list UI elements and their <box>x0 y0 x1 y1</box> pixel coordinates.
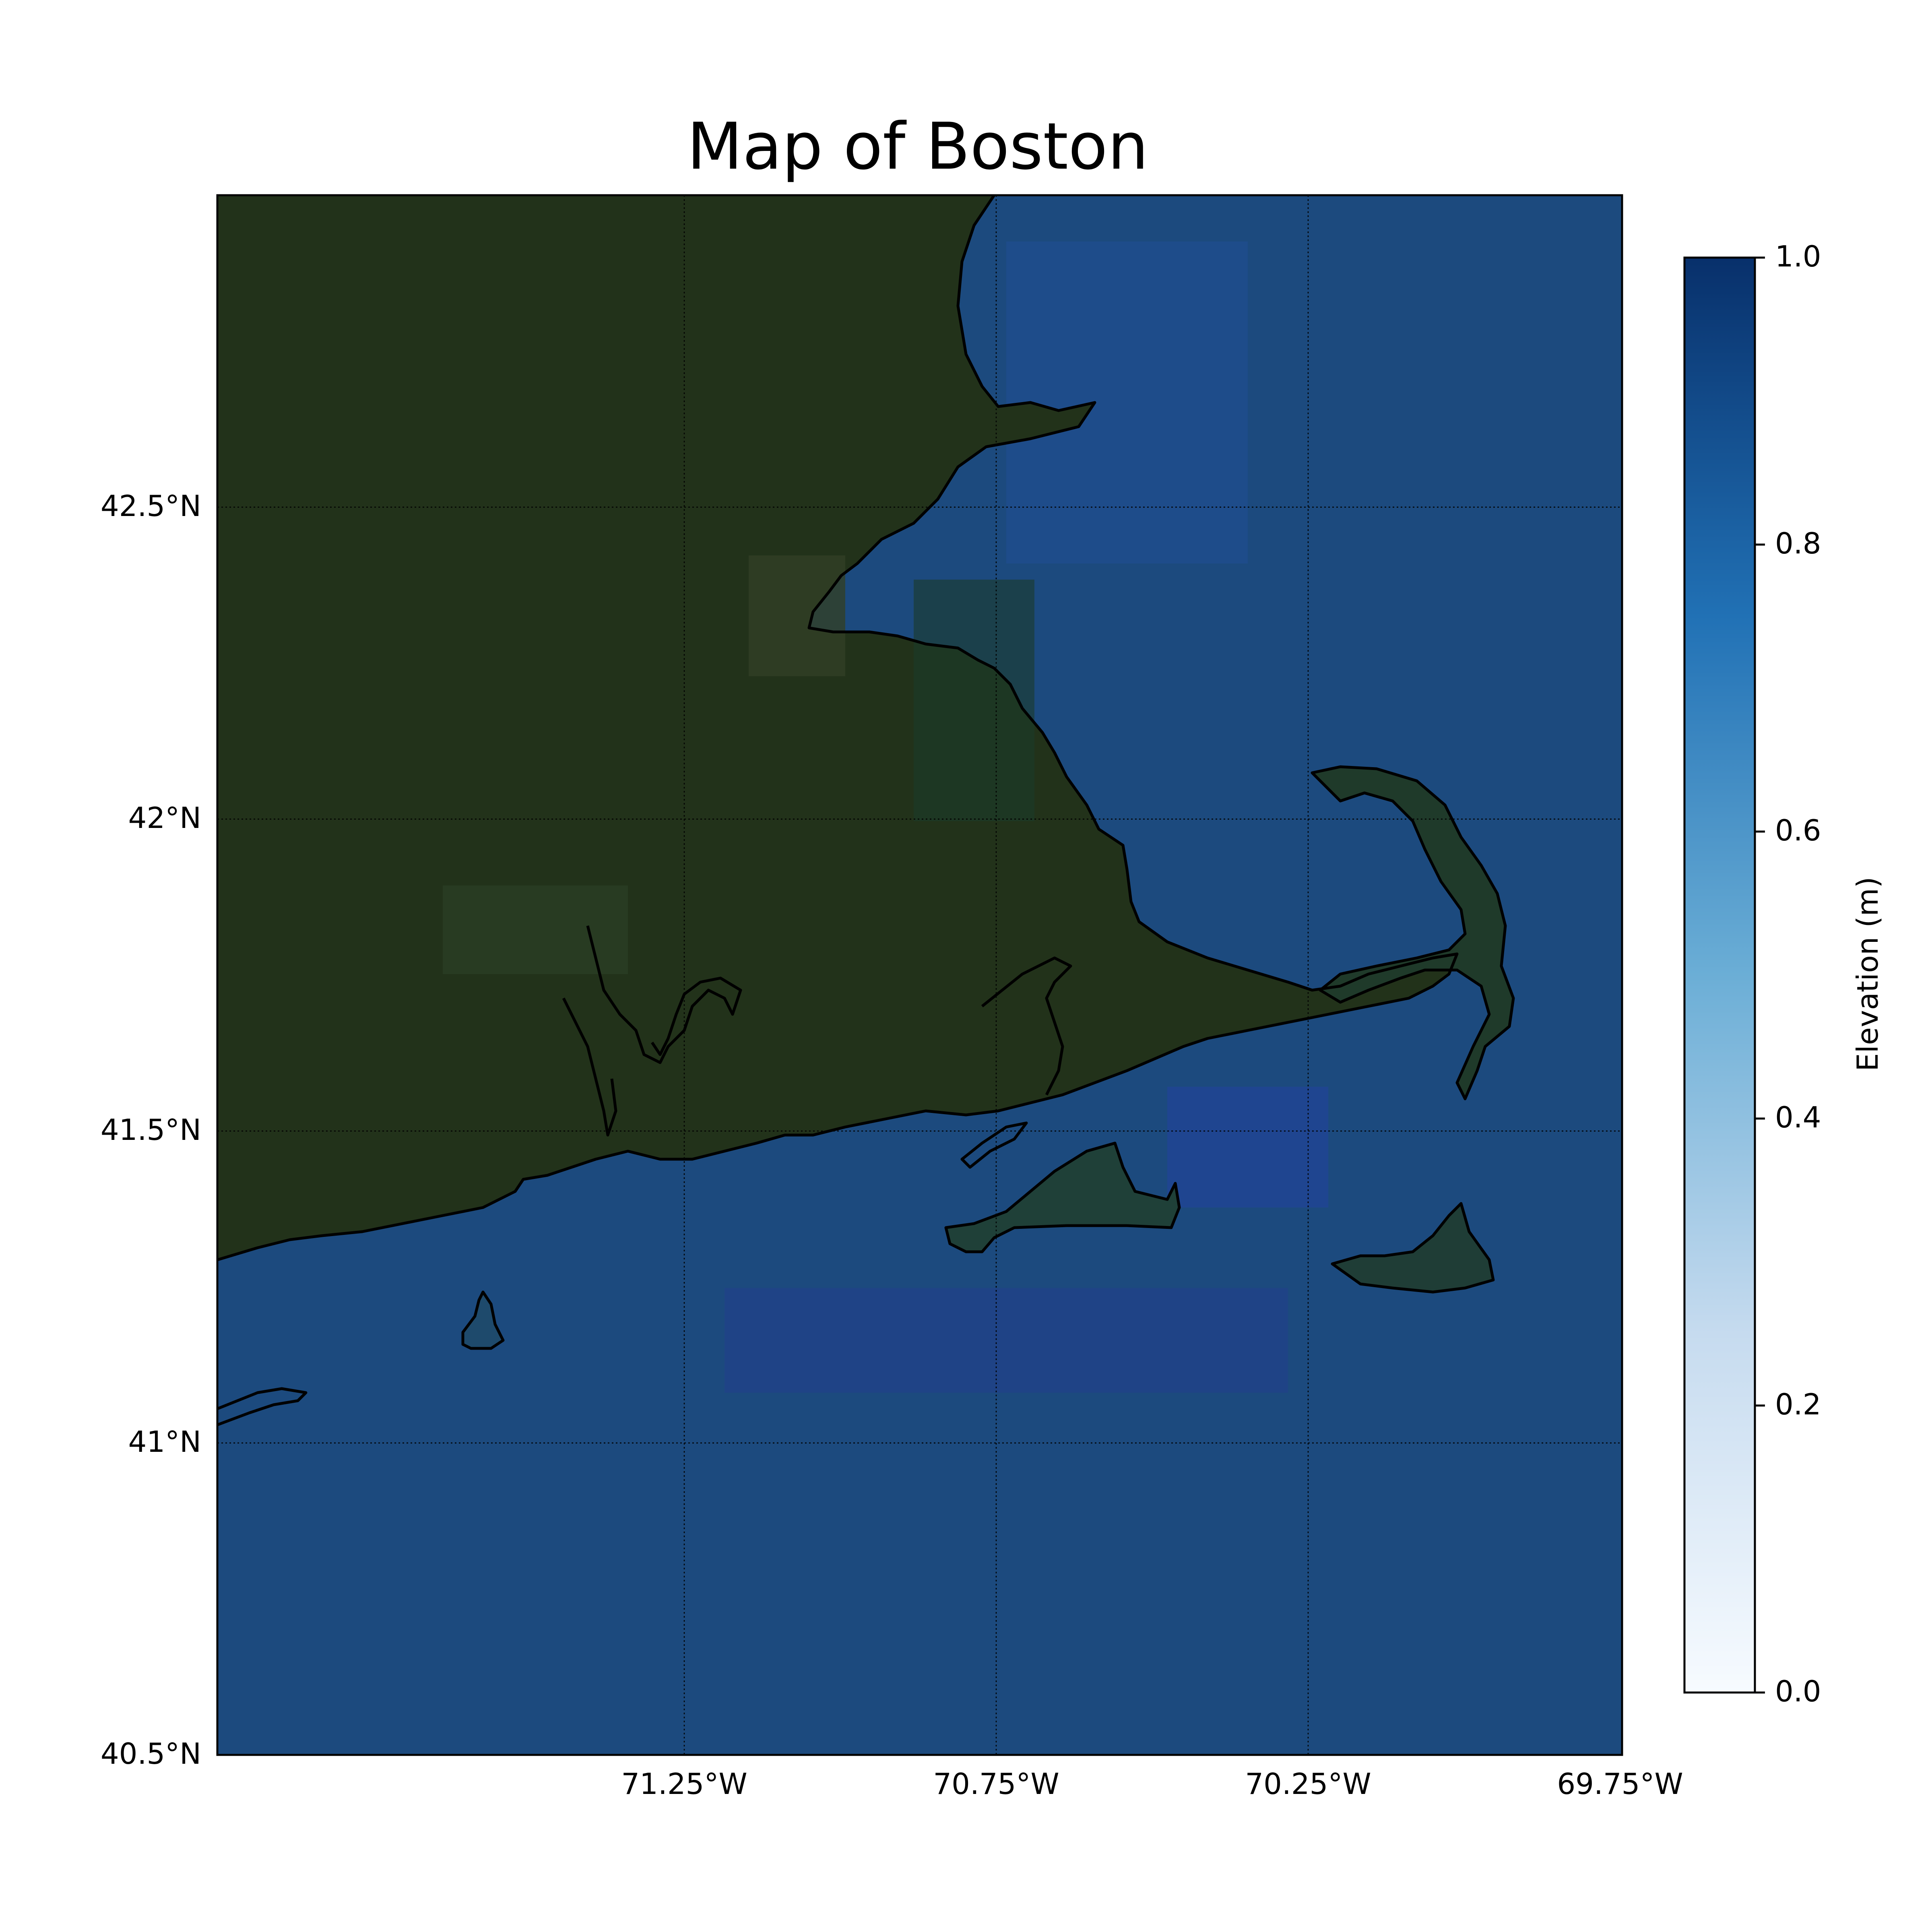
lat-label: 41.5°N <box>100 1113 201 1147</box>
land-patch <box>749 555 845 676</box>
lat-label: 42.5°N <box>100 489 201 523</box>
map-title: Map of Boston <box>687 109 1149 184</box>
lon-label: 70.25°W <box>1245 1767 1371 1801</box>
land-patch <box>914 580 1034 821</box>
ocean-patch <box>1167 1087 1328 1208</box>
ocean-patch <box>724 1288 1288 1393</box>
coastline <box>217 195 1515 1426</box>
lat-label: 42°N <box>128 801 201 835</box>
map-frame <box>216 194 1623 1756</box>
lon-label: 69.75°W <box>1557 1767 1683 1801</box>
block-island-land <box>463 1292 503 1348</box>
lon-label: 70.75°W <box>933 1767 1059 1801</box>
colorbar-title: Elevation (m) <box>1851 877 1885 1071</box>
graticule <box>217 195 1622 1755</box>
lat-label: 40.5°N <box>100 1737 201 1771</box>
cape-cod-land <box>1312 767 1513 1099</box>
ocean-patch <box>1006 242 1248 564</box>
land-patch <box>443 886 628 974</box>
colorbar-tick-label: 0.0 <box>1775 1674 1821 1708</box>
colorbar-ticks <box>1755 256 1765 1694</box>
nantucket-land <box>1332 1203 1493 1292</box>
lon-label: 71.25°W <box>621 1767 747 1801</box>
colorbar-gradient <box>1683 256 1756 1694</box>
map-area[interactable] <box>217 195 1622 1755</box>
colorbar-tick-label: 0.8 <box>1775 526 1821 560</box>
colorbar-tick-label: 0.4 <box>1775 1100 1821 1134</box>
lat-label: 41°N <box>128 1425 201 1459</box>
mainland-land <box>217 195 1457 1260</box>
colorbar-tick-label: 0.2 <box>1775 1387 1821 1421</box>
colorbar-tick-label: 0.6 <box>1775 813 1821 847</box>
colorbar-tick-label: 1.0 <box>1775 239 1821 273</box>
